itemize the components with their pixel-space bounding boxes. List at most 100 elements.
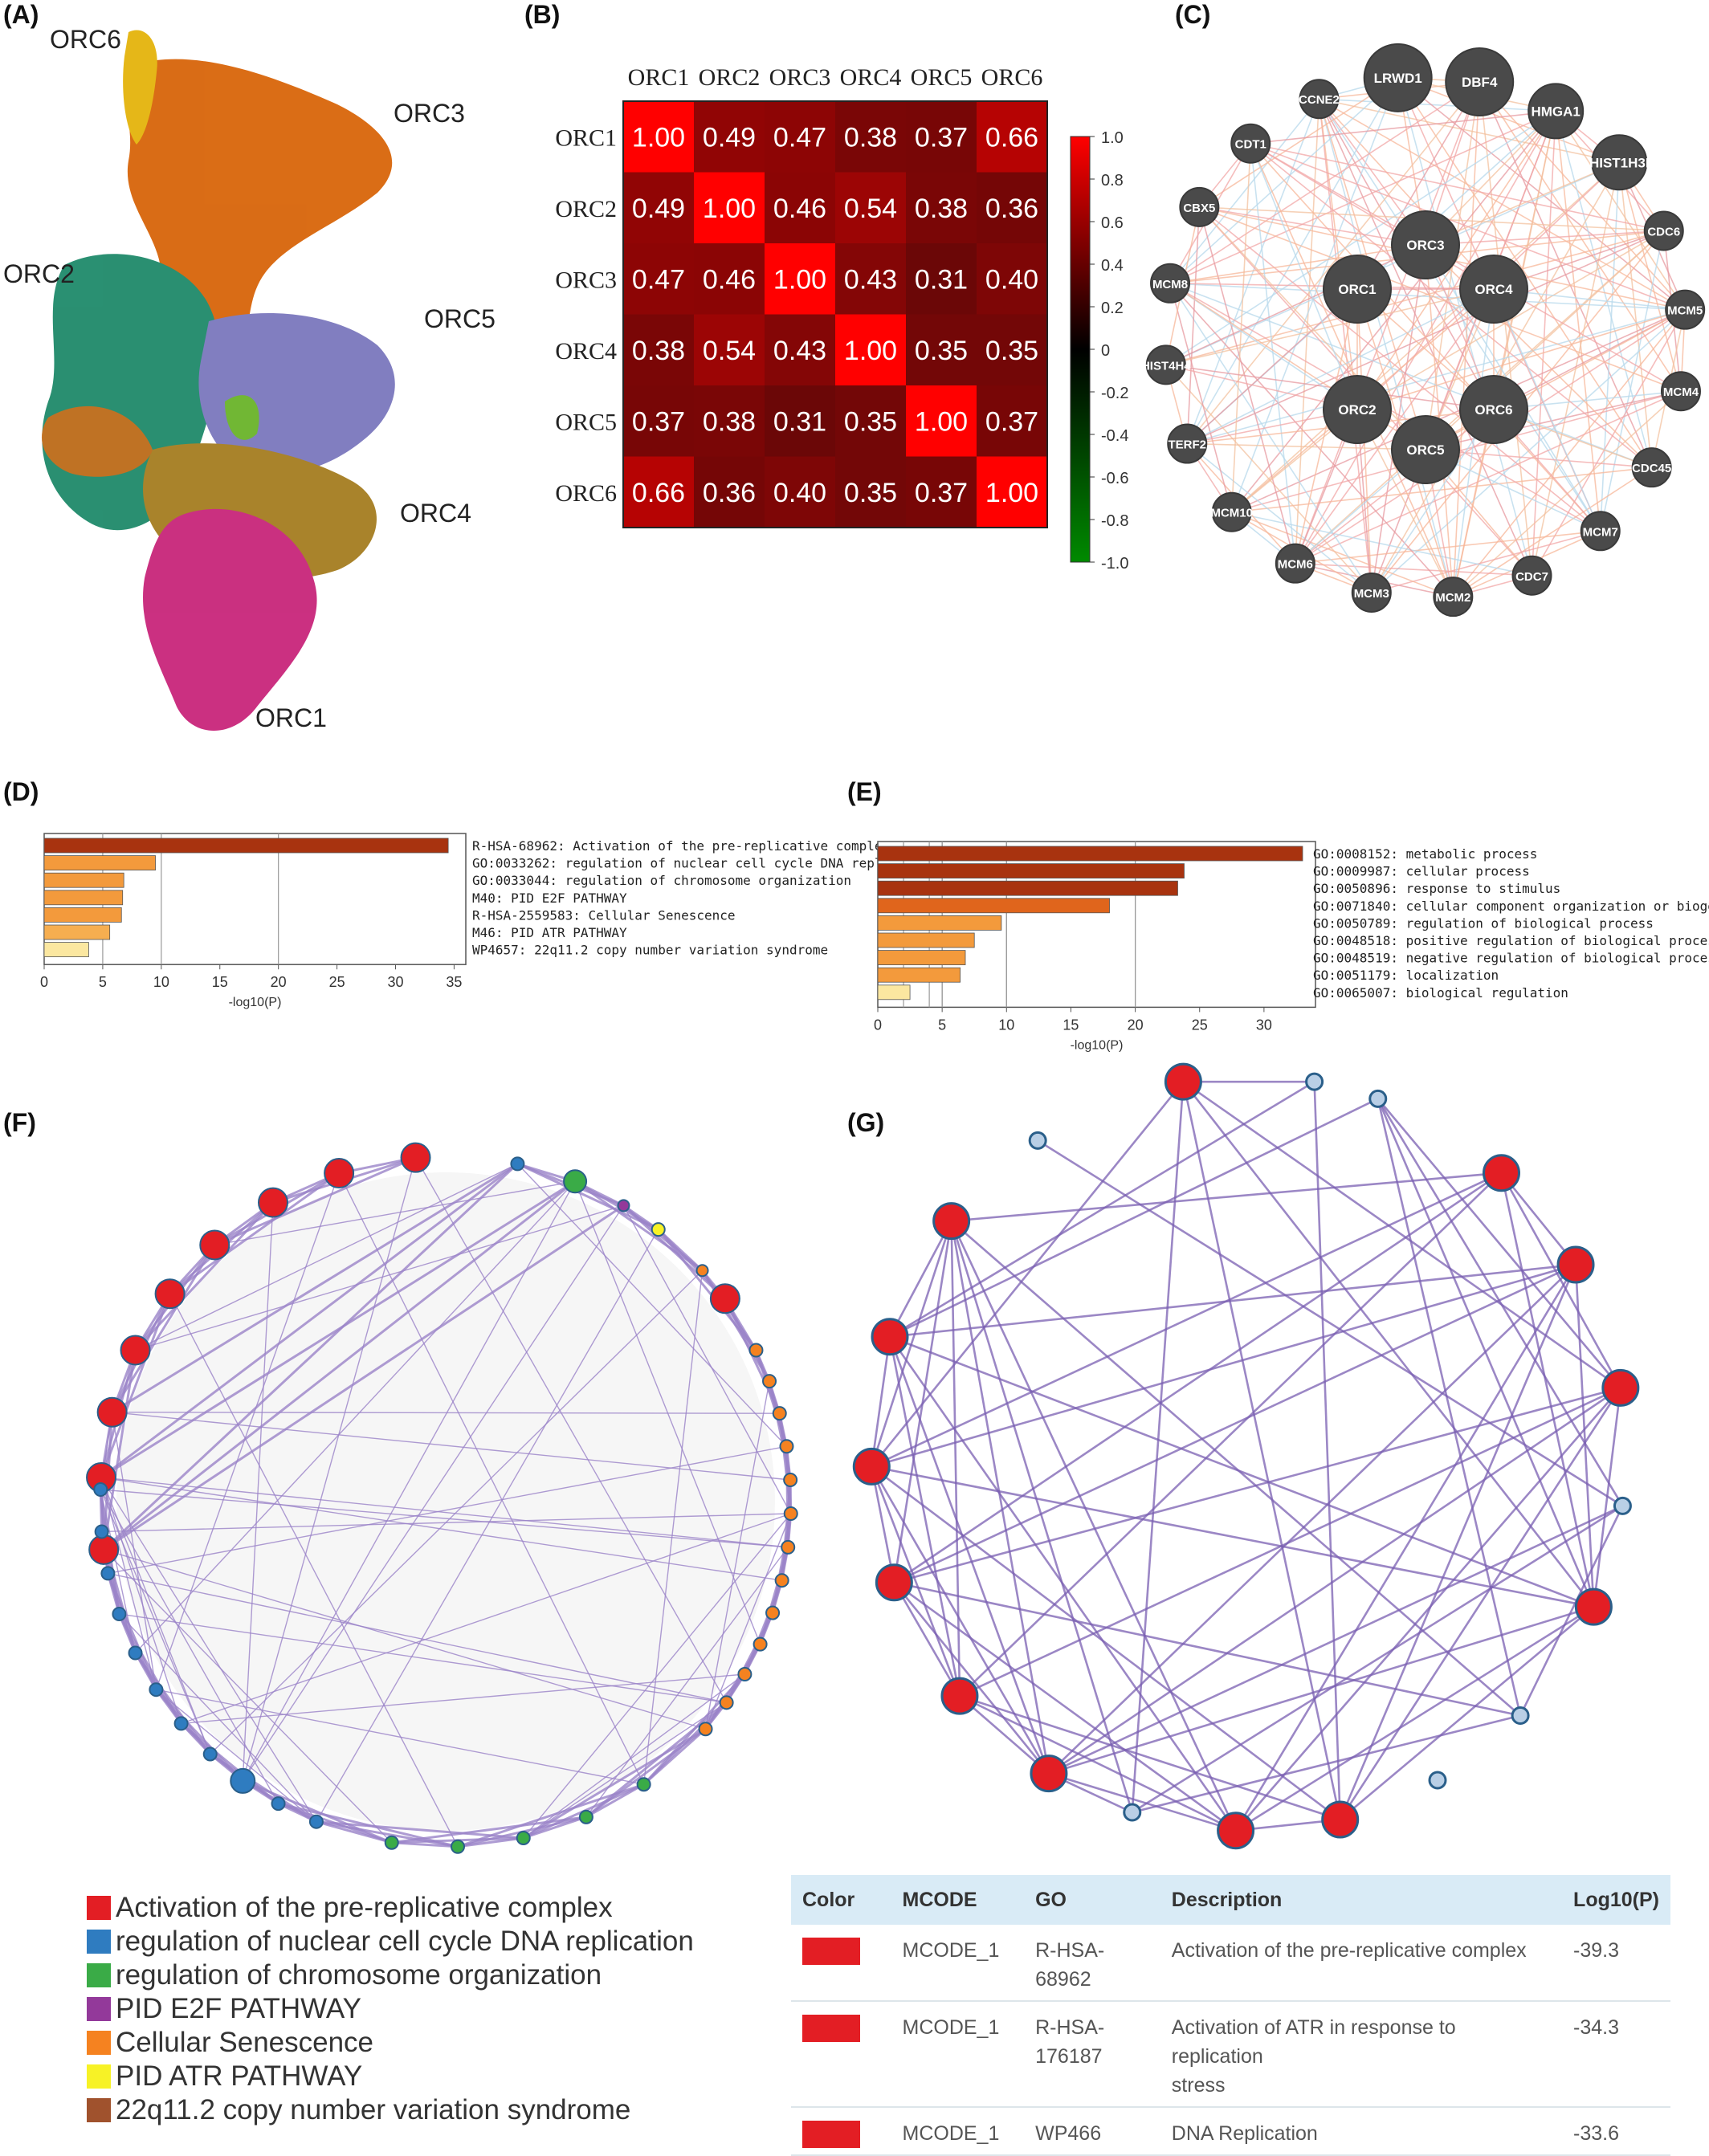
network-edge bbox=[959, 1694, 1237, 1832]
network-edge bbox=[1356, 308, 1686, 410]
network-edge bbox=[1356, 110, 1556, 410]
heatmap-cell-value: 1.00 bbox=[632, 122, 685, 153]
network-edge bbox=[1250, 142, 1664, 232]
structure-label-orc4: ORC4 bbox=[400, 499, 471, 528]
heatmap-cell-value: 0.46 bbox=[773, 194, 826, 224]
bar-label: R-HSA-2559583: Cellular Senescence bbox=[472, 907, 736, 923]
gene-network-c: CCNE2 LRWD1 DBF4 HMGA1 HIST1H3I CDC6 MCM5 MCM4 C… bbox=[1141, 43, 1706, 617]
network-node bbox=[781, 1539, 796, 1555]
network-edge bbox=[181, 1513, 791, 1725]
heatmap-cell-value: 0.46 bbox=[703, 264, 756, 295]
heatmap-cell-value: 0.31 bbox=[915, 264, 968, 295]
heatmap-cell bbox=[623, 172, 694, 243]
bar bbox=[43, 838, 449, 854]
network-edge bbox=[870, 1336, 891, 1467]
network-node bbox=[1217, 1812, 1255, 1850]
colorbar-tick-label: -0.6 bbox=[1101, 470, 1128, 487]
heatmap-cell bbox=[835, 243, 906, 315]
network-edge bbox=[100, 1293, 171, 1478]
network-edge bbox=[1555, 111, 1653, 468]
network-edge bbox=[1231, 511, 1454, 597]
network-edge bbox=[1618, 162, 1653, 468]
network-node bbox=[384, 1835, 399, 1850]
structure-label-orc3: ORC3 bbox=[394, 99, 465, 128]
network-edge bbox=[1397, 77, 1533, 576]
x-tick-label: 0 bbox=[40, 974, 48, 990]
heatmap-cell-value: 1.00 bbox=[703, 194, 756, 224]
network-edge bbox=[959, 1172, 1503, 1697]
bar bbox=[43, 872, 124, 888]
network-edge bbox=[1371, 409, 1495, 593]
colorbar-tick-label: -0.2 bbox=[1101, 385, 1128, 402]
network-node-label: MCM7 bbox=[1583, 525, 1618, 539]
network-node bbox=[100, 1566, 116, 1581]
network-edge bbox=[704, 1380, 770, 1730]
heatmap-col-label: ORC6 bbox=[981, 64, 1043, 91]
network-edge bbox=[1250, 143, 1682, 392]
legend-item: Activation of the pre-replicative comple… bbox=[87, 1891, 810, 1925]
network-edge bbox=[1371, 530, 1601, 593]
network-edge bbox=[642, 1270, 704, 1785]
legend-item: regulation of chromosome organization bbox=[87, 1958, 810, 1992]
network-node bbox=[617, 1199, 630, 1212]
network-edge bbox=[1165, 364, 1373, 593]
x-tick-label: 25 bbox=[329, 974, 345, 990]
network-edge bbox=[871, 1466, 895, 1583]
heatmap-cell bbox=[977, 101, 1047, 173]
colorbar bbox=[1070, 136, 1091, 563]
network-edge bbox=[1169, 110, 1556, 284]
heatmap-cell-value: 0.37 bbox=[915, 478, 968, 508]
protein-structure-image: ORC6 ORC3 ORC2 ORC5 ORC4 ORC1 bbox=[3, 25, 496, 732]
network-node bbox=[1323, 255, 1392, 324]
heatmap-cell-value: 0.37 bbox=[915, 122, 968, 153]
legend-label: PID E2F PATHWAY bbox=[116, 1993, 361, 2024]
network-node-label: MCM2 bbox=[1435, 591, 1470, 605]
network-node bbox=[774, 1573, 789, 1588]
network-edge bbox=[100, 1477, 789, 1548]
network-edge bbox=[871, 1465, 961, 1697]
network-edge bbox=[1339, 1387, 1621, 1820]
bar bbox=[43, 855, 156, 870]
network-edge bbox=[1169, 283, 1454, 597]
heatmap-cell bbox=[694, 243, 765, 315]
heatmap-cell bbox=[977, 314, 1047, 385]
network-edge bbox=[169, 1293, 459, 1848]
network-node bbox=[1305, 1072, 1324, 1091]
colorbar-tick-label: 1.0 bbox=[1101, 129, 1124, 147]
network-edge bbox=[959, 1387, 1621, 1697]
network-edge bbox=[1186, 206, 1201, 444]
network-node bbox=[1459, 375, 1528, 444]
panel-label-d: (D) bbox=[3, 777, 39, 806]
network-node-label: MCM6 bbox=[1278, 558, 1313, 572]
network-edge bbox=[181, 1673, 745, 1725]
bar-label: WP4657: 22q11.2 copy number variation sy… bbox=[472, 943, 828, 958]
heatmap-cell bbox=[694, 101, 765, 173]
colorbar-tick-label: 0 bbox=[1101, 342, 1110, 360]
heatmap-cell bbox=[977, 456, 1047, 528]
enrichment-network-f bbox=[86, 1142, 798, 1854]
network-edge bbox=[950, 1220, 1521, 1717]
heatmap-cell-value: 0.35 bbox=[844, 406, 897, 437]
network-node bbox=[709, 1283, 740, 1314]
bar-label: GO:0033262: regulation of nuclear cell c… bbox=[472, 856, 936, 871]
cell-description: DNA Replication bbox=[1160, 2107, 1563, 2156]
heatmap-cell bbox=[977, 385, 1047, 457]
network-node bbox=[932, 1202, 971, 1241]
network-node bbox=[578, 1809, 593, 1824]
network-node bbox=[871, 1318, 909, 1356]
network-node bbox=[1591, 134, 1648, 191]
network-edge bbox=[155, 1172, 340, 1690]
network-node bbox=[1643, 210, 1684, 251]
network-edge bbox=[316, 1229, 659, 1823]
heatmap-cell bbox=[765, 243, 835, 315]
bar-label: GO:0008152: metabolic process bbox=[1313, 846, 1537, 862]
heatmap-cell bbox=[765, 456, 835, 528]
heatmap-cell-value: 0.38 bbox=[632, 336, 685, 366]
heatmap-cell-value: 0.43 bbox=[773, 336, 826, 366]
mcode-table: Color MCODE GO Description Log10(P) MCOD… bbox=[791, 1875, 1670, 2156]
network-edge bbox=[950, 1221, 1050, 1774]
network-edge bbox=[1182, 1081, 1621, 1389]
network-edge bbox=[1500, 1172, 1621, 1389]
network-edge bbox=[1131, 1082, 1185, 1813]
network-node bbox=[1433, 577, 1474, 617]
